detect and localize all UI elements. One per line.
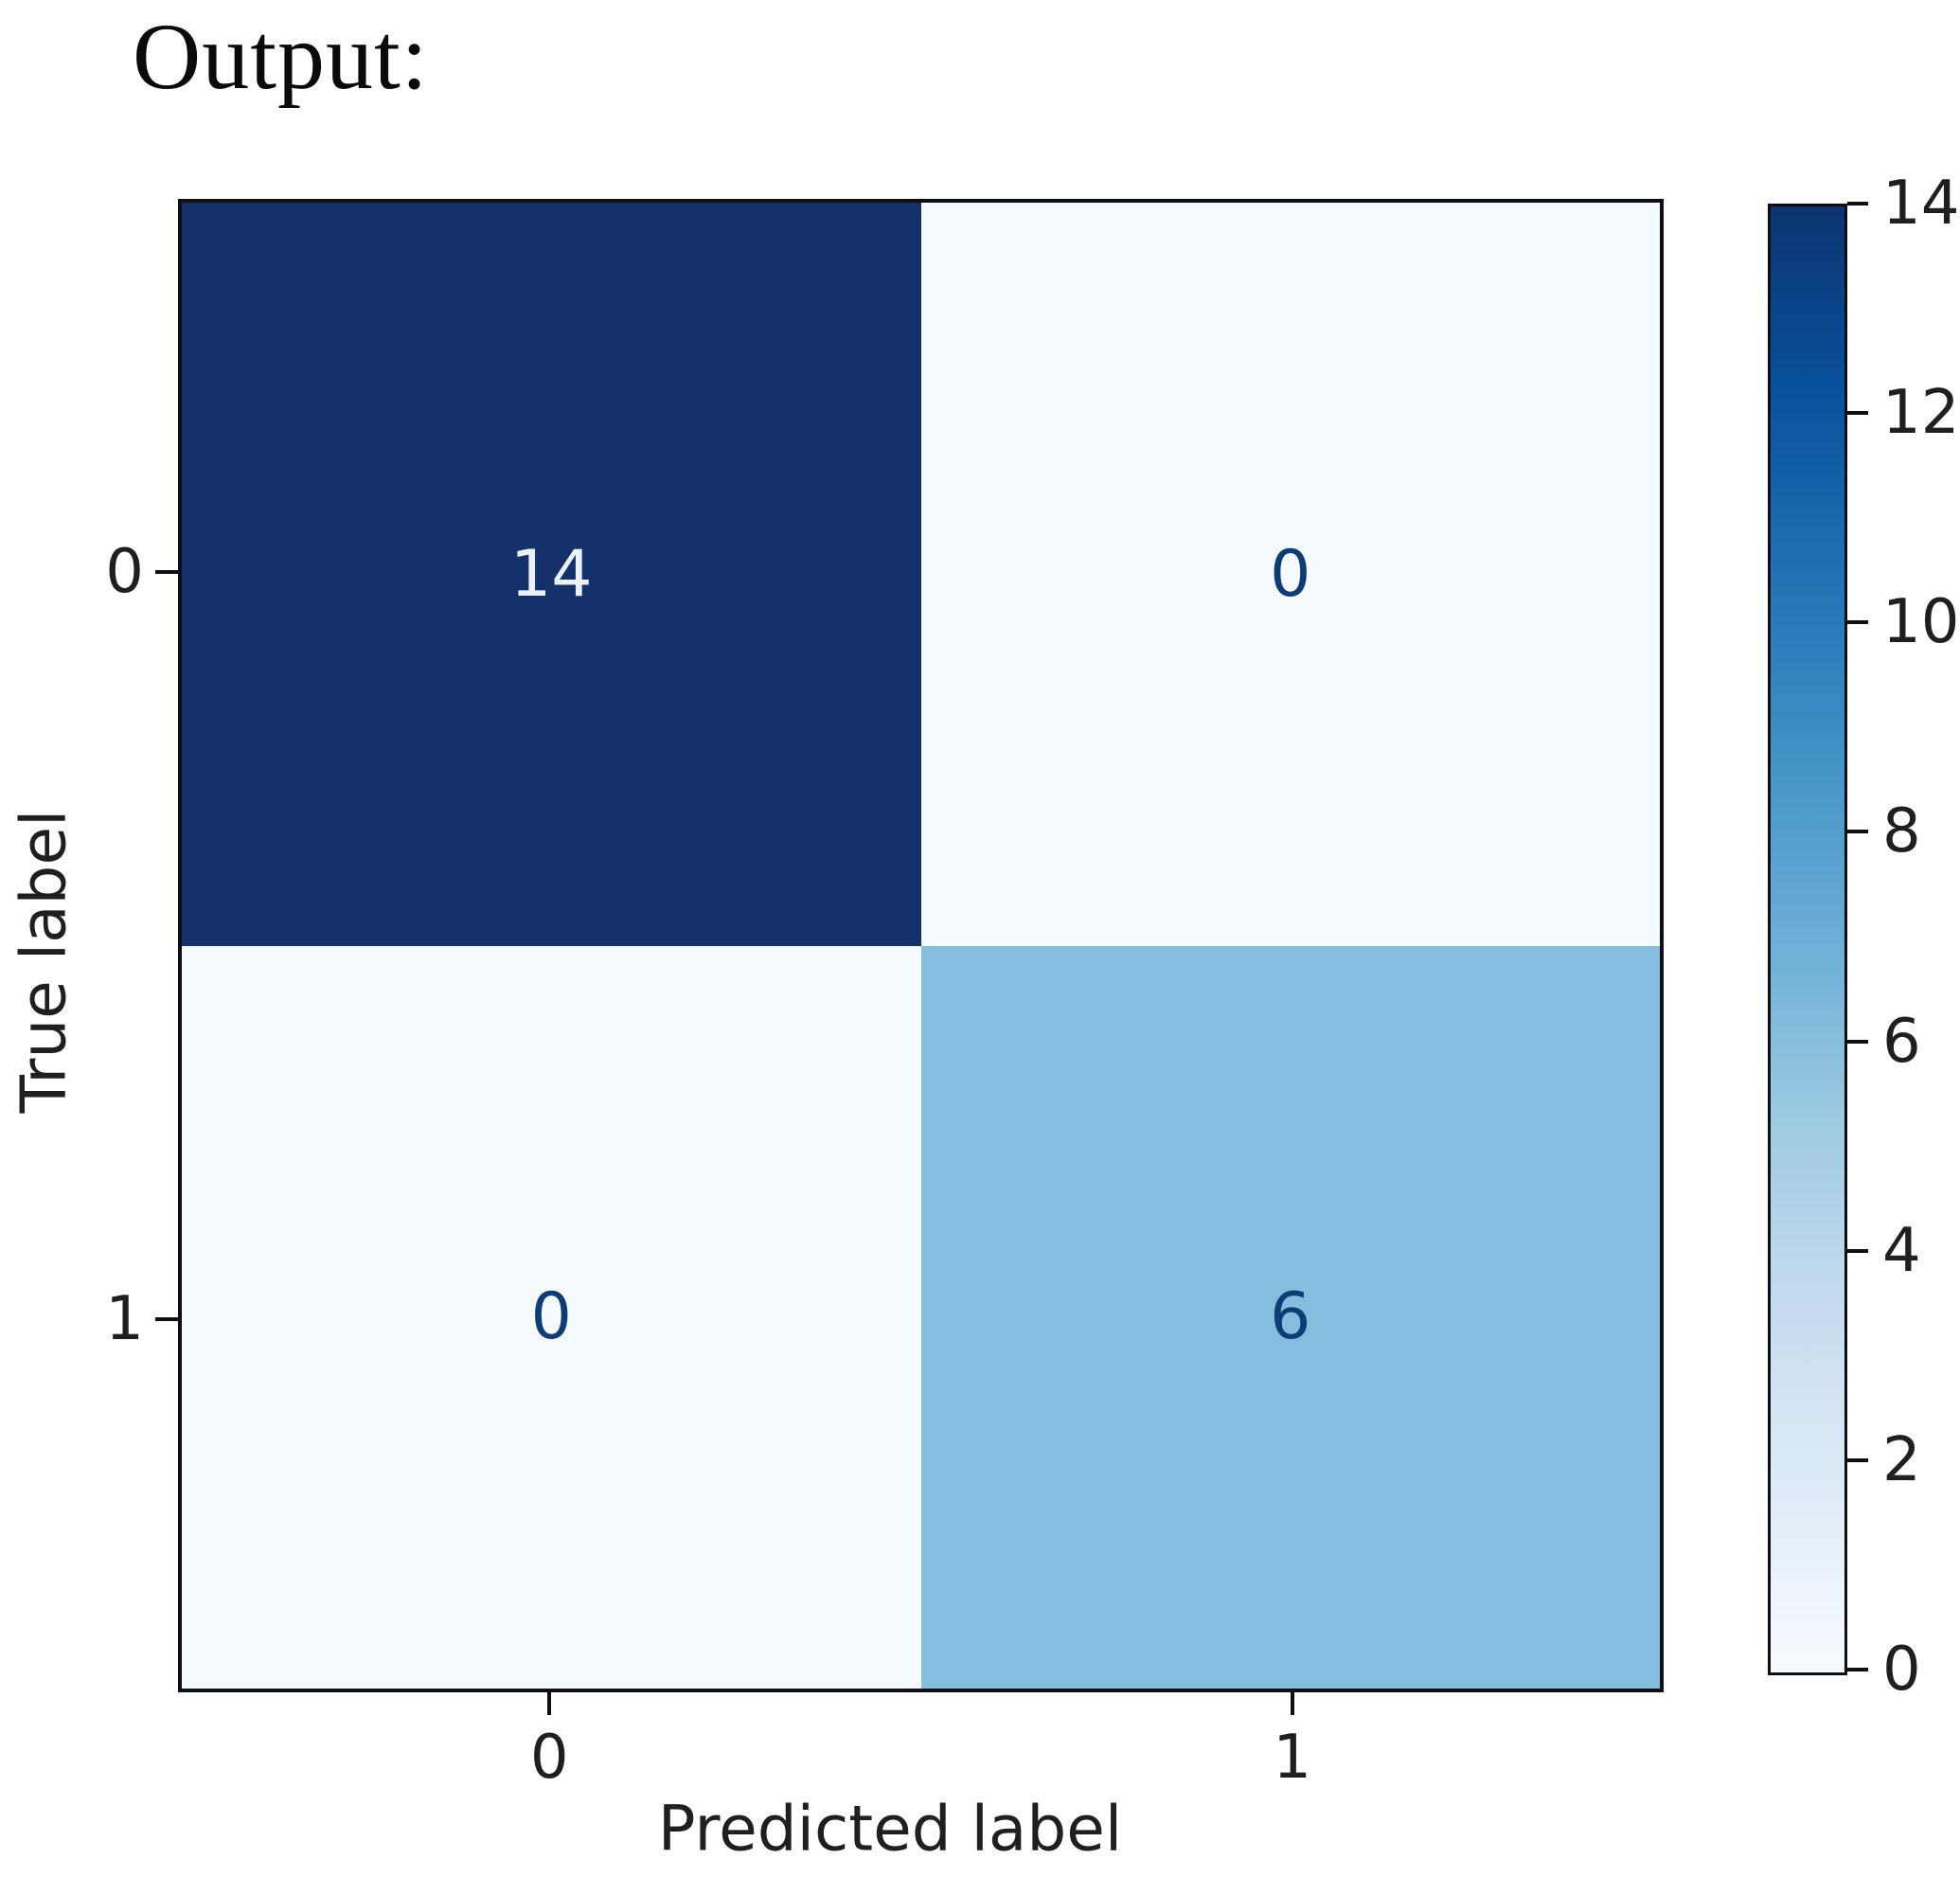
colorbar [1768,204,1847,1675]
colorbar-tick-label-6: 12 [1882,378,1960,449]
x-tick-label-0: 0 [529,1723,569,1793]
colorbar-tick-label-0: 0 [1882,1635,1921,1705]
colorbar-tick-mark-2 [1847,1248,1868,1253]
colorbar-tick-label-5: 10 [1882,587,1960,658]
heatmap-grid: 14 0 0 6 [178,199,1664,1692]
colorbar-tick-mark-4 [1847,830,1868,834]
colorbar-tick-mark-1 [1847,1457,1868,1462]
x-axis-label: Predicted label [657,1792,1123,1866]
colorbar-tick-mark-7 [1847,202,1868,206]
cell-r1c0: 0 [182,945,921,1689]
colorbar-tick-label-7: 14 [1882,169,1960,239]
y-tick-mark-0 [155,570,178,575]
colorbar-tick-mark-3 [1847,1039,1868,1044]
cell-r0c0: 14 [182,203,921,946]
y-axis-label: True label [7,809,80,1114]
colorbar-tick-label-3: 6 [1882,1006,1921,1077]
colorbar-tick-label-2: 4 [1882,1215,1921,1286]
cell-value-r1c1: 6 [1270,1279,1311,1355]
x-tick-mark-1 [1290,1692,1294,1715]
cell-value-r1c0: 0 [530,1279,572,1355]
colorbar-tick-label-4: 8 [1882,796,1921,867]
output-heading: Output: [133,4,429,109]
y-tick-label-0: 0 [105,537,144,608]
cell-r0c1: 0 [920,203,1660,946]
cell-value-r0c0: 14 [509,536,593,612]
colorbar-tick-mark-5 [1847,620,1868,625]
colorbar-tick-label-1: 2 [1882,1424,1921,1495]
x-tick-mark-0 [547,1692,552,1715]
cell-value-r0c1: 0 [1270,536,1311,612]
colorbar-tick-mark-6 [1847,411,1868,416]
colorbar-tick-mark-0 [1847,1668,1868,1671]
x-tick-label-1: 1 [1273,1723,1312,1793]
y-tick-label-1: 1 [105,1283,144,1354]
y-tick-mark-1 [155,1316,178,1321]
cell-r1c1: 6 [920,945,1660,1689]
